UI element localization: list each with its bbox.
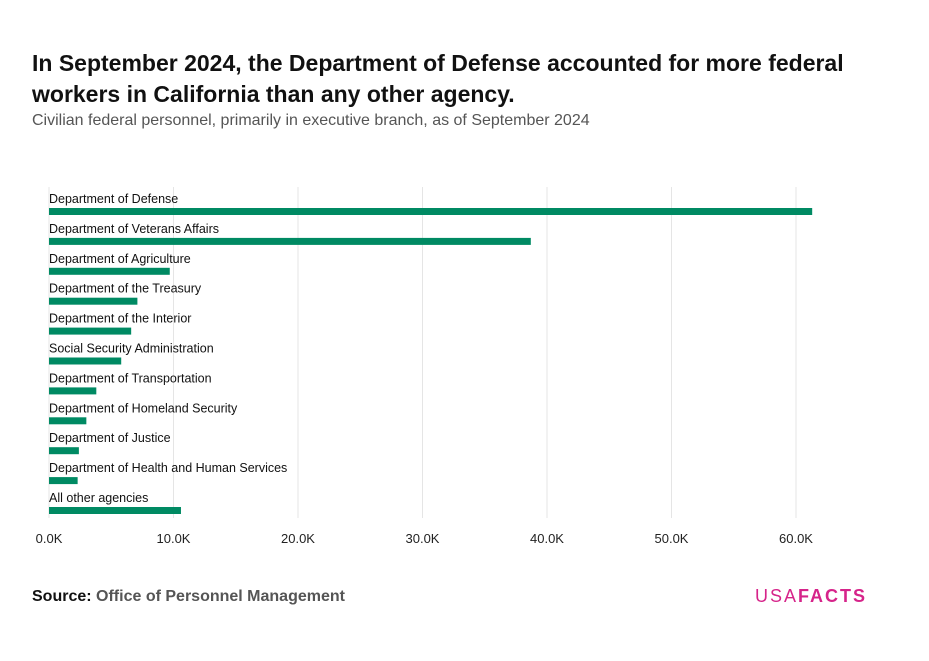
category-label: All other agencies	[49, 491, 148, 505]
x-tick-label: 40.0K	[530, 531, 564, 546]
bar	[49, 417, 87, 425]
bar	[49, 267, 170, 275]
category-label: Department of Health and Human Services	[49, 461, 287, 475]
category-label: Department of Homeland Security	[49, 401, 238, 415]
category-label: Department of Agriculture	[49, 252, 191, 266]
x-axis-ticks: 0.0K 10.0K 20.0K 30.0K 40.0K 50.0K 60.0K	[36, 531, 814, 546]
category-label: Department of the Interior	[49, 312, 191, 326]
x-tick-label: 60.0K	[779, 531, 813, 546]
logo-facts: FACTS	[798, 586, 868, 606]
bar	[49, 387, 97, 395]
category-label: Department of Defense	[49, 192, 178, 206]
source-label: Source:	[32, 588, 92, 605]
x-tick-label: 30.0K	[406, 531, 440, 546]
category-label: Department of Transportation	[49, 371, 212, 385]
x-tick-label: 0.0K	[36, 531, 63, 546]
bar	[49, 447, 79, 455]
bars	[49, 208, 813, 514]
bar	[49, 208, 813, 215]
x-tick-label: 10.0K	[157, 531, 191, 546]
bar	[49, 477, 78, 485]
source-text: Office of Personnel Management	[96, 588, 345, 605]
logo-usa: USA	[755, 586, 799, 606]
bar	[49, 237, 531, 245]
bar	[49, 507, 181, 514]
category-labels: Department of Defense Department of Veter…	[49, 192, 287, 505]
chart-subtitle: Civilian federal personnel, primarily in…	[32, 112, 590, 129]
category-label: Department of Justice	[49, 431, 171, 445]
category-label: Social Security Administration	[49, 342, 214, 356]
bar	[49, 357, 122, 365]
x-tick-label: 50.0K	[655, 531, 689, 546]
source-note: Source: Office of Personnel Management	[32, 588, 345, 606]
bar	[49, 297, 138, 305]
x-tick-label: 20.0K	[281, 531, 315, 546]
bar	[49, 327, 132, 335]
category-label: Department of the Treasury	[49, 282, 202, 296]
category-label: Department of Veterans Affairs	[49, 222, 219, 236]
usafacts-logo: USAFACTS	[755, 586, 867, 607]
chart-title: In September 2024, the Department of Def…	[32, 50, 844, 107]
